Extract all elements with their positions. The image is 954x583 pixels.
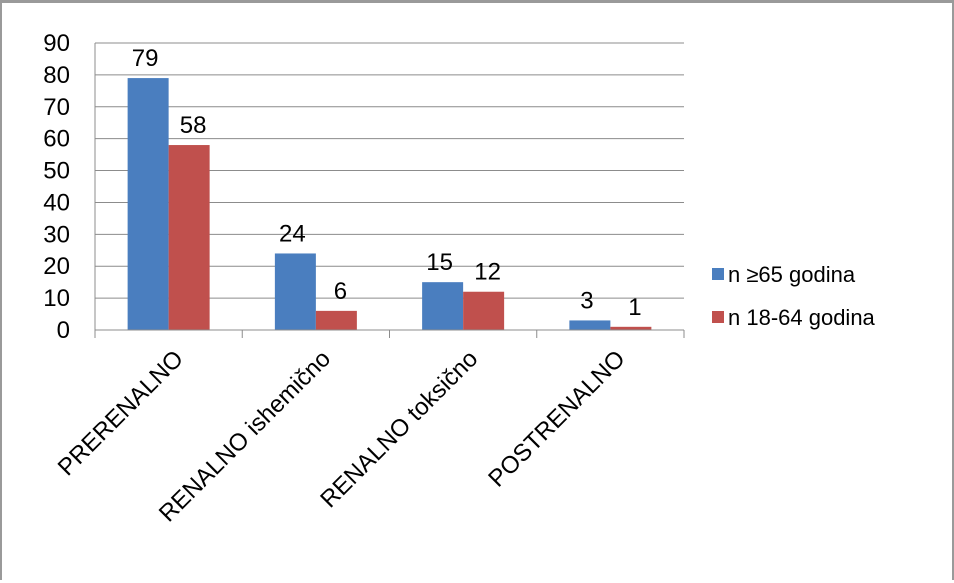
y-tick-label: 0 <box>57 317 70 344</box>
x-category-label: PRERENALNO <box>53 345 189 481</box>
y-tick-label: 90 <box>43 30 70 57</box>
data-label: 24 <box>279 220 306 247</box>
x-category-label: RENALNO toksično <box>315 345 483 513</box>
y-tick-label: 50 <box>43 158 70 185</box>
bar <box>463 291 505 330</box>
data-label: 1 <box>628 294 641 321</box>
legend-swatch <box>712 311 724 323</box>
bar <box>127 78 169 330</box>
data-label: 3 <box>580 287 593 314</box>
data-label: 58 <box>180 112 207 139</box>
y-tick-label: 70 <box>43 94 70 121</box>
data-label: 79 <box>132 45 159 72</box>
bar <box>610 326 652 330</box>
legend-label: n ≥65 godina <box>728 262 856 287</box>
bar <box>569 320 611 330</box>
bar-chart: 0 10 20 30 40 50 60 70 80 90 79 58 24 6 15 12 3 1 PRERENAL… <box>43 30 876 527</box>
bar <box>168 145 210 330</box>
bar <box>274 253 316 330</box>
data-label: 12 <box>474 259 501 286</box>
legend-swatch <box>712 268 724 280</box>
y-tick-label: 10 <box>43 285 70 312</box>
y-tick-label: 80 <box>43 62 70 89</box>
x-category-label: RENALNO ishemično <box>154 345 336 527</box>
data-label: 6 <box>334 278 347 305</box>
data-label: 15 <box>426 249 453 276</box>
bar <box>315 310 357 330</box>
y-tick-label: 20 <box>43 253 70 280</box>
y-tick-label: 60 <box>43 126 70 153</box>
x-category-label: POSTRENALNO <box>483 345 630 492</box>
legend-label: n 18-64 godina <box>728 305 876 330</box>
y-tick-label: 40 <box>43 189 70 216</box>
bar <box>422 282 464 330</box>
y-tick-label: 30 <box>43 221 70 248</box>
